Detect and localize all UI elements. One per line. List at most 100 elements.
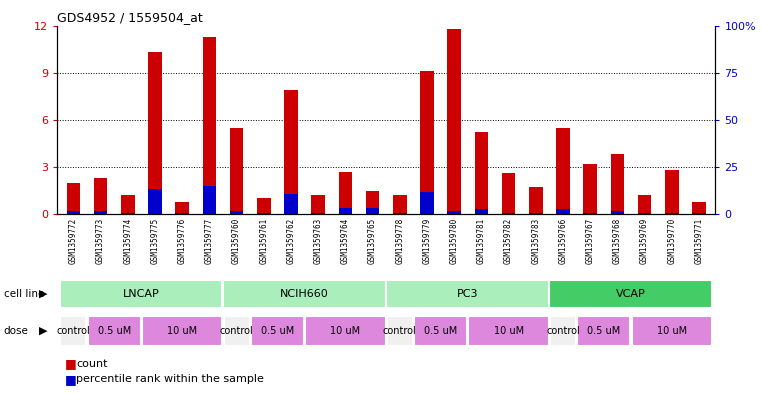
Bar (556, 209, 570, 214)
Bar (175, 213, 189, 214)
Bar (284, 90, 298, 214)
Text: GSM1359782: GSM1359782 (504, 217, 513, 264)
Text: GSM1359771: GSM1359771 (695, 217, 703, 264)
Bar (393, 195, 406, 214)
Bar (693, 202, 705, 214)
Text: dose: dose (4, 326, 29, 336)
Text: percentile rank within the sample: percentile rank within the sample (76, 374, 264, 384)
Bar (175, 202, 189, 214)
Text: ■: ■ (65, 373, 76, 386)
Bar (447, 211, 461, 214)
Text: 10 uM: 10 uM (657, 326, 687, 336)
Bar (202, 37, 216, 214)
Bar (556, 128, 570, 214)
Bar (60, 280, 222, 308)
Text: GSM1359777: GSM1359777 (205, 217, 214, 264)
Bar (420, 192, 434, 214)
Bar (142, 316, 222, 347)
Text: 0.5 uM: 0.5 uM (587, 326, 620, 336)
Text: GSM1359776: GSM1359776 (178, 217, 186, 264)
Bar (610, 154, 624, 214)
Bar (257, 213, 271, 214)
Bar (284, 194, 298, 214)
Text: 10 uM: 10 uM (330, 326, 361, 336)
Text: GSM1359781: GSM1359781 (477, 217, 486, 264)
Bar (121, 213, 135, 214)
Text: control: control (546, 326, 580, 336)
Text: GSM1359765: GSM1359765 (368, 217, 377, 264)
Bar (223, 280, 386, 308)
Text: control: control (383, 326, 417, 336)
Text: GSM1359779: GSM1359779 (422, 217, 431, 264)
Text: cell line: cell line (4, 289, 44, 299)
Text: ▶: ▶ (39, 289, 47, 299)
Text: GSM1359769: GSM1359769 (640, 217, 649, 264)
Bar (475, 132, 489, 214)
Bar (550, 316, 576, 347)
Text: ▶: ▶ (39, 326, 47, 336)
Bar (148, 52, 162, 214)
Bar (121, 195, 135, 214)
Bar (148, 189, 162, 214)
Bar (693, 213, 705, 214)
Bar (311, 213, 325, 214)
Bar (67, 183, 80, 214)
Bar (584, 213, 597, 214)
Text: GSM1359767: GSM1359767 (586, 217, 594, 264)
Bar (665, 213, 679, 214)
Bar (67, 211, 80, 214)
Bar (250, 316, 304, 347)
Bar (632, 316, 712, 347)
Text: GSM1359762: GSM1359762 (286, 217, 295, 264)
Bar (88, 316, 141, 347)
Bar (529, 213, 543, 214)
Bar (447, 29, 461, 214)
Text: GSM1359761: GSM1359761 (260, 217, 269, 264)
Bar (366, 208, 380, 214)
Bar (230, 128, 244, 214)
Text: GSM1359764: GSM1359764 (341, 217, 350, 264)
Bar (366, 191, 380, 214)
Bar (501, 213, 515, 214)
Text: ■: ■ (65, 357, 76, 370)
Bar (224, 316, 250, 347)
Text: GSM1359768: GSM1359768 (613, 217, 622, 264)
Bar (584, 164, 597, 214)
Text: GSM1359766: GSM1359766 (559, 217, 568, 264)
Text: count: count (76, 358, 107, 369)
Text: GSM1359774: GSM1359774 (123, 217, 132, 264)
Bar (94, 178, 107, 214)
Bar (468, 316, 549, 347)
Text: PC3: PC3 (457, 289, 479, 299)
Bar (257, 198, 271, 214)
Bar (638, 195, 651, 214)
Bar (305, 316, 386, 347)
Bar (549, 280, 712, 308)
Bar (529, 187, 543, 214)
Text: NCIH660: NCIH660 (280, 289, 329, 299)
Bar (94, 211, 107, 214)
Bar (230, 211, 244, 214)
Text: GSM1359760: GSM1359760 (232, 217, 241, 264)
Text: control: control (220, 326, 253, 336)
Text: 0.5 uM: 0.5 uM (261, 326, 294, 336)
Text: 10 uM: 10 uM (494, 326, 524, 336)
Text: GSM1359773: GSM1359773 (96, 217, 105, 264)
Text: GSM1359775: GSM1359775 (151, 217, 160, 264)
Bar (638, 213, 651, 214)
Text: 10 uM: 10 uM (167, 326, 197, 336)
Bar (339, 172, 352, 214)
Text: 0.5 uM: 0.5 uM (424, 326, 457, 336)
Text: GSM1359778: GSM1359778 (395, 217, 404, 264)
Bar (610, 211, 624, 214)
Bar (339, 208, 352, 214)
Text: GSM1359783: GSM1359783 (531, 217, 540, 264)
Bar (202, 186, 216, 214)
Text: GSM1359772: GSM1359772 (69, 217, 78, 264)
Text: GSM1359770: GSM1359770 (667, 217, 677, 264)
Bar (501, 173, 515, 214)
Bar (393, 213, 406, 214)
Bar (311, 195, 325, 214)
Bar (60, 316, 87, 347)
Bar (577, 316, 630, 347)
